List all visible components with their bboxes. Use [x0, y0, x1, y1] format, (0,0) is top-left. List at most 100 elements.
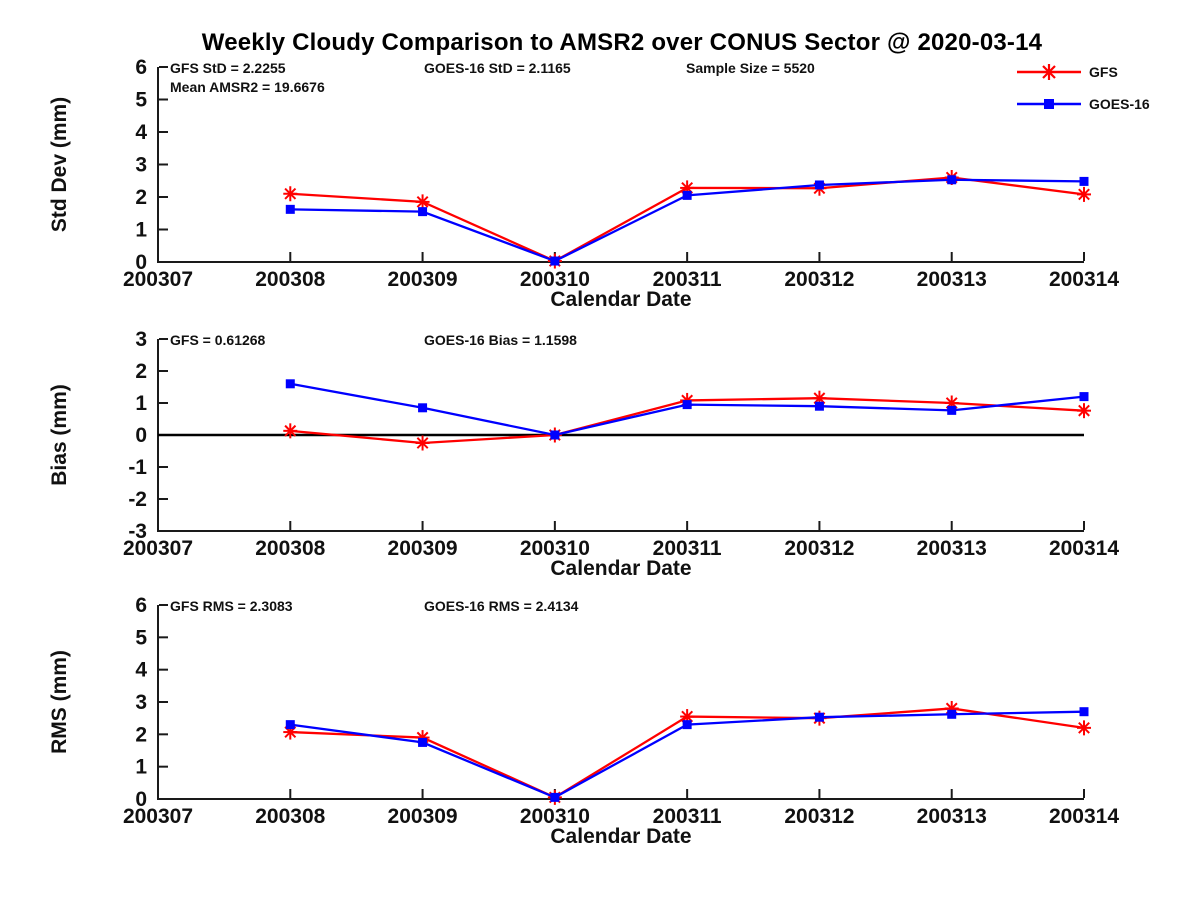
x-tick-label: 200309 [388, 268, 458, 291]
legend-label-gfs: GFS [1089, 63, 1118, 80]
x-axis-title: Calendar Date [550, 825, 691, 848]
x-tick-label: 200313 [917, 537, 987, 560]
series-goes-16 [285, 379, 1089, 440]
data-point-marker [947, 175, 957, 185]
y-tick-label: -3 [128, 520, 147, 543]
stat-annotation: GFS = 0.61268 [170, 332, 266, 348]
series-gfs [283, 390, 1091, 451]
data-point-marker [947, 405, 957, 415]
y-tick-label: 5 [135, 89, 147, 112]
data-point-marker [814, 180, 824, 190]
legend-item-gfs: GFS [1016, 61, 1150, 82]
stat-annotation: Sample Size = 5520 [686, 60, 815, 76]
y-tick-label: 4 [135, 121, 147, 144]
y-axis-title: RMS (mm) [48, 650, 71, 754]
data-point-marker [1079, 392, 1089, 402]
goes16-line-square-icon [1017, 98, 1081, 109]
y-tick-label: -1 [128, 456, 147, 479]
data-point-marker [550, 792, 560, 802]
data-point-marker [283, 423, 298, 439]
x-tick-label: 200308 [255, 537, 325, 560]
data-point-marker [1077, 403, 1091, 419]
y-axis-title: Std Dev (mm) [48, 97, 71, 232]
y-tick-label: -2 [128, 488, 147, 511]
y-tick-label: 4 [135, 659, 147, 682]
legend-label-goes16: GOES-16 [1089, 95, 1150, 112]
y-tick-label: 6 [135, 594, 147, 617]
y-tick-label: 3 [135, 154, 147, 177]
legend: GFS GOES-16 [1016, 61, 1150, 125]
x-tick-label: 200307 [123, 537, 193, 560]
data-point-marker [418, 207, 428, 217]
std-dev-chart: 0 1 2 3 4 5 6 200307 200308 200309 200310 200311 200… [48, 56, 1119, 311]
series-line [290, 382, 1085, 437]
x-tick-label: 200307 [123, 805, 193, 828]
x-tick-label: 200313 [917, 268, 987, 291]
x-tick-label: 200313 [917, 805, 987, 828]
y-tick-label: 1 [135, 756, 147, 779]
legend-item-goes16: GOES-16 [1016, 93, 1150, 114]
data-point-marker [285, 204, 295, 214]
axes: -3 -2 -1 0 1 2 3 200307 200308 200309 200310 200311… [123, 328, 1119, 560]
figure-title: Weekly Cloudy Comparison to AMSR2 over C… [201, 29, 1043, 56]
data-point-marker [550, 256, 560, 266]
x-tick-label: 200312 [784, 805, 854, 828]
data-point-marker [814, 712, 824, 722]
x-axis-title: Calendar Date [550, 557, 691, 580]
stat-annotation: GOES-16 Bias = 1.1598 [424, 332, 577, 348]
data-point-marker [1079, 176, 1089, 186]
stat-annotation: Mean AMSR2 = 19.6676 [170, 79, 325, 95]
y-tick-label: 1 [135, 219, 147, 242]
data-point-marker [415, 435, 430, 451]
x-tick-label: 200314 [1049, 537, 1119, 560]
y-tick-label: 0 [135, 424, 147, 447]
data-point-marker [1077, 186, 1091, 202]
x-axis-title: Calendar Date [550, 288, 691, 311]
x-tick-label: 200311 [653, 268, 722, 291]
gfs-line-asterisk-icon [1017, 63, 1081, 80]
x-tick-label: 200309 [388, 805, 458, 828]
x-tick-label: 200310 [520, 805, 590, 828]
data-point-marker [947, 709, 957, 719]
y-axis-title: Bias (mm) [48, 384, 71, 486]
data-point-marker [1079, 707, 1089, 717]
series-goes-16 [285, 175, 1089, 266]
x-tick-label: 200307 [123, 268, 193, 291]
series-goes-16 [285, 707, 1089, 802]
x-tick-label: 200312 [784, 268, 854, 291]
data-point-marker [682, 720, 692, 730]
data-point-marker [550, 430, 560, 440]
data-point-marker [283, 186, 298, 202]
axes: 0 1 2 3 4 5 6 200307 200308 200309 200310 200311 200… [123, 594, 1119, 828]
y-tick-label: 1 [135, 392, 147, 415]
data-point-marker [418, 403, 428, 413]
x-tick-label: 200308 [255, 268, 325, 291]
y-tick-label: 0 [135, 251, 147, 274]
y-tick-label: 5 [135, 626, 147, 649]
stat-annotation: GOES-16 StD = 2.1165 [424, 60, 571, 76]
data-point-marker [1077, 720, 1091, 736]
stat-annotation: GFS StD = 2.2255 [170, 60, 286, 76]
x-tick-label: 200310 [520, 268, 590, 291]
x-tick-label: 200314 [1049, 805, 1119, 828]
x-tick-label: 200309 [388, 537, 458, 560]
x-tick-label: 200312 [784, 537, 854, 560]
data-point-marker [682, 190, 692, 200]
x-tick-label: 200308 [255, 805, 325, 828]
y-tick-label: 2 [135, 723, 147, 746]
data-point-marker [285, 720, 295, 730]
data-point-marker [682, 400, 692, 410]
x-tick-label: 200314 [1049, 268, 1119, 291]
y-tick-label: 2 [135, 360, 147, 383]
x-tick-label: 200311 [653, 805, 722, 828]
y-tick-label: 2 [135, 186, 147, 209]
y-tick-label: 6 [135, 56, 147, 79]
data-point-marker [415, 194, 430, 210]
axes: 0 1 2 3 4 5 6 200307 200308 200309 200310 200311 200… [123, 56, 1119, 291]
data-point-marker [814, 401, 824, 411]
stat-annotation: GOES-16 RMS = 2.4134 [424, 598, 579, 614]
bias-chart: -3 -2 -1 0 1 2 3 200307 200308 200309 200310 200311… [48, 328, 1119, 580]
x-tick-label: 200310 [520, 537, 590, 560]
y-tick-label: 0 [135, 788, 147, 811]
